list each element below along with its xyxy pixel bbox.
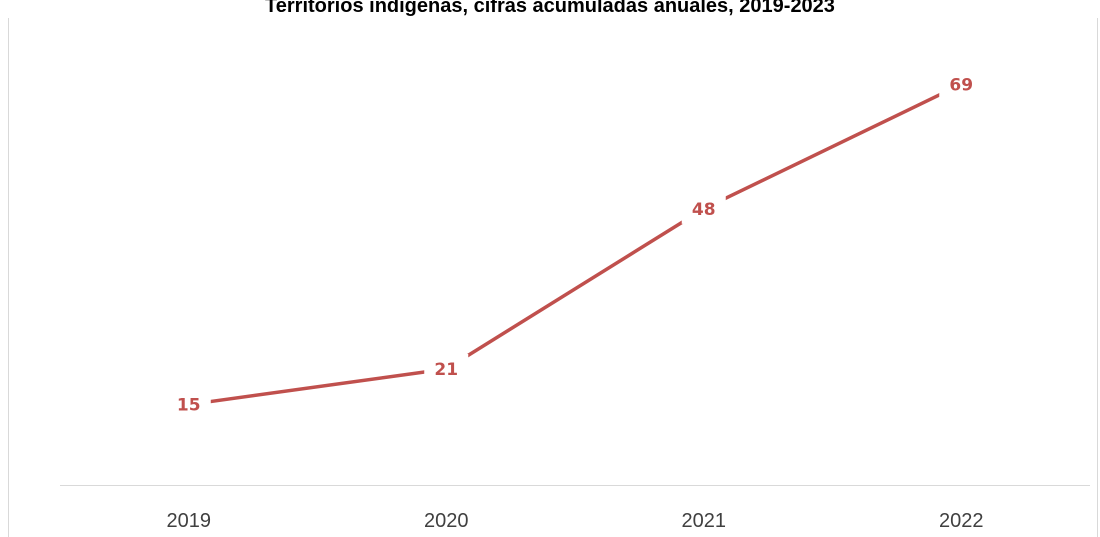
data-labels: 15 21 48 69 <box>166 69 984 420</box>
series-group <box>188 82 963 407</box>
data-label-background <box>424 353 469 384</box>
x-tick-label: 2021 <box>682 510 727 532</box>
x-tick-label: 2020 <box>424 510 469 532</box>
data-label-background <box>939 69 984 100</box>
data-label-background <box>166 389 211 420</box>
x-tick-label: 2022 <box>939 510 984 532</box>
chart-title: Territorios indígenas, cifras acumuladas… <box>265 0 835 17</box>
series-line <box>188 82 963 407</box>
data-label: 15 <box>177 396 201 416</box>
x-axis-ticks: 2019 2020 2021 2022 <box>167 510 984 532</box>
data-label: 69 <box>949 75 973 95</box>
x-tick-label: 2019 <box>167 510 212 532</box>
data-label-background <box>681 193 726 224</box>
data-label: 48 <box>692 200 716 220</box>
data-label: 21 <box>434 360 458 380</box>
